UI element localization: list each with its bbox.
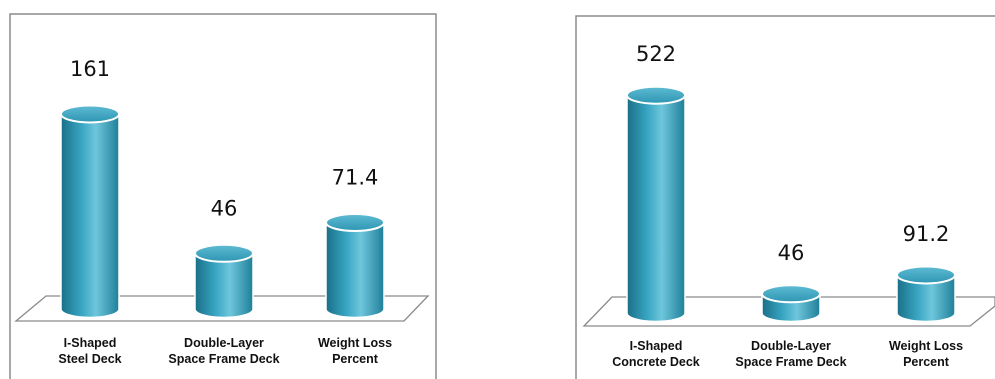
bar-top bbox=[194, 243, 254, 263]
bar-1 bbox=[60, 104, 120, 319]
bar-1 bbox=[626, 85, 686, 323]
category-label: Weight Loss bbox=[889, 339, 963, 353]
chart-right-labels: 522 I-Shaped Concrete Deck 46 Double-Layer Sp… bbox=[612, 42, 963, 369]
bar-body bbox=[896, 274, 956, 323]
chart-left: 161 I-Shaped Steel Deck 46 Double-Layer Space… bbox=[9, 13, 437, 379]
bar-top bbox=[761, 284, 821, 304]
bar-top bbox=[626, 85, 686, 105]
value-label: 522 bbox=[636, 42, 676, 66]
category-label: Concrete Deck bbox=[612, 355, 700, 369]
chart-right: 522 I-Shaped Concrete Deck 46 Double-Layer Sp… bbox=[575, 15, 995, 379]
value-label: 91.2 bbox=[903, 222, 950, 246]
chart-left-labels: 161 I-Shaped Steel Deck 46 Double-Layer Space… bbox=[58, 57, 392, 366]
category-label: Percent bbox=[332, 352, 379, 366]
bar-body bbox=[325, 221, 385, 319]
category-label: Double-Layer bbox=[184, 336, 264, 350]
bar-2 bbox=[761, 284, 821, 323]
value-label: 71.4 bbox=[332, 166, 379, 190]
category-label: I-Shaped bbox=[630, 339, 683, 353]
bar-top bbox=[896, 265, 956, 285]
bar-body bbox=[194, 252, 254, 319]
chart-right-frame bbox=[575, 15, 995, 379]
category-label: Percent bbox=[903, 355, 950, 369]
value-label: 46 bbox=[211, 196, 238, 220]
chart-left-bars bbox=[60, 104, 385, 319]
value-label: 46 bbox=[778, 241, 805, 265]
bar-top bbox=[325, 213, 385, 233]
bar-body bbox=[626, 94, 686, 323]
bar-top bbox=[60, 104, 120, 124]
value-label: 161 bbox=[70, 57, 110, 81]
bar-3 bbox=[896, 265, 956, 323]
category-label: Space Frame Deck bbox=[168, 352, 279, 366]
bar-2 bbox=[194, 243, 254, 319]
bar-3 bbox=[325, 213, 385, 319]
category-label: Weight Loss bbox=[318, 336, 392, 350]
category-label: Double-Layer bbox=[751, 339, 831, 353]
chart-right-bars bbox=[626, 85, 956, 323]
category-label: Space Frame Deck bbox=[735, 355, 846, 369]
chart-left-frame bbox=[9, 13, 437, 379]
category-label: Steel Deck bbox=[58, 352, 121, 366]
bar-body bbox=[60, 113, 120, 319]
category-label: I-Shaped bbox=[64, 336, 117, 350]
